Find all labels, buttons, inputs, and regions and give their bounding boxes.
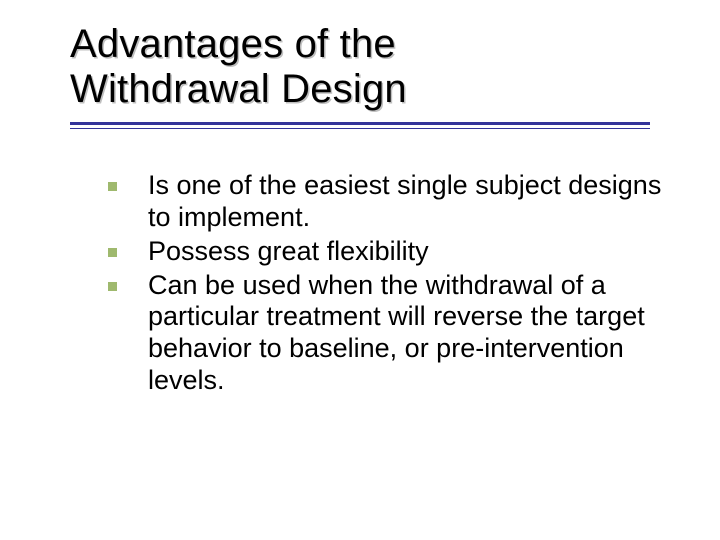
square-bullet-icon	[108, 282, 117, 291]
bullet-list: Is one of the easiest single subject des…	[108, 170, 668, 397]
square-bullet-icon	[108, 248, 117, 257]
title-block: Advantages of the Withdrawal Design	[70, 22, 670, 129]
list-item: Possess great flexibility	[108, 236, 668, 268]
slide-title: Advantages of the Withdrawal Design	[70, 22, 670, 112]
square-bullet-icon	[108, 182, 117, 191]
list-item-text: Is one of the easiest single subject des…	[148, 170, 661, 232]
list-item: Is one of the easiest single subject des…	[108, 170, 668, 234]
title-underline	[70, 122, 670, 129]
list-item-text: Can be used when the withdrawal of a par…	[148, 270, 645, 396]
underline-thin	[70, 128, 650, 129]
body-block: Is one of the easiest single subject des…	[108, 170, 668, 399]
title-line-1: Advantages of the	[70, 22, 396, 66]
title-line-2: Withdrawal Design	[70, 67, 407, 111]
underline-thick	[70, 122, 650, 125]
list-item: Can be used when the withdrawal of a par…	[108, 270, 668, 397]
list-item-text: Possess great flexibility	[148, 236, 429, 266]
slide: Advantages of the Withdrawal Design Is o…	[0, 0, 720, 540]
